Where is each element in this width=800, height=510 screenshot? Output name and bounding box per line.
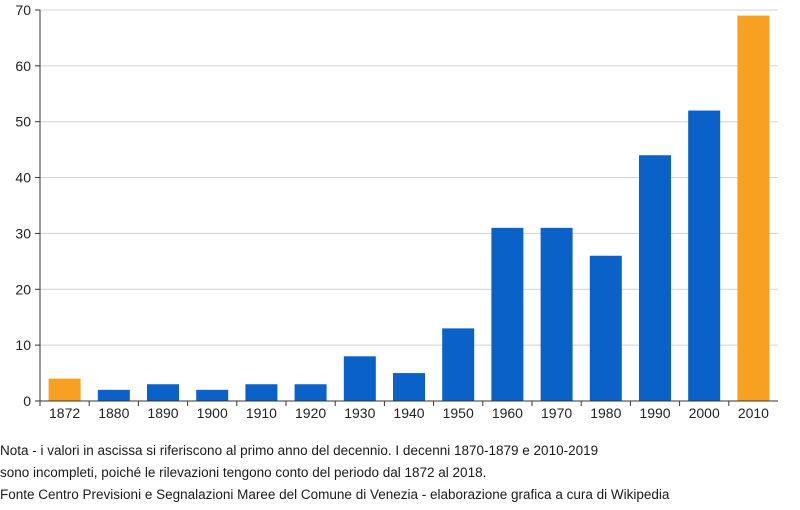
y-tick-label: 50: [15, 114, 31, 130]
y-tick-label: 70: [15, 2, 31, 18]
bar-1990: [639, 155, 671, 401]
x-tick-label: 1872: [49, 405, 80, 421]
bar-chart: 0 10 20 30 40 50 60 70 1872 1880 1890 1900 1910 1920…: [15, 2, 778, 421]
bar-1980: [589, 255, 622, 401]
axes: [35, 9, 778, 406]
x-tick-label: 1900: [197, 405, 228, 421]
source-line: Fonte Centro Previsioni e Segnalazioni M…: [0, 487, 670, 502]
y-tick-label: 0: [23, 393, 31, 409]
y-tick-label: 60: [15, 58, 31, 74]
bar-1950: [442, 328, 475, 401]
x-tick-label: 1980: [590, 405, 621, 421]
y-tick-label: 10: [15, 337, 31, 353]
x-tick-label: 1940: [393, 405, 424, 421]
chart-notes: Nota - i valori in ascissa si riferiscon…: [0, 440, 800, 506]
bar-1960: [491, 227, 524, 401]
bar-1890: [147, 384, 179, 401]
x-tick-label: 1920: [295, 405, 326, 421]
x-tick-label: 1890: [147, 405, 178, 421]
bar-1920: [294, 384, 327, 401]
y-tick-label: 30: [15, 225, 31, 241]
y-tick-label: 20: [15, 281, 31, 297]
x-tick-label: 1960: [492, 405, 523, 421]
x-tick-label: 1930: [344, 405, 375, 421]
x-tick-label: 1990: [639, 405, 670, 421]
bar-1900: [196, 389, 229, 401]
bar-1880: [97, 389, 130, 401]
bar-2010: [737, 15, 770, 401]
bar-2000: [688, 110, 721, 402]
gridlines: [40, 9, 778, 346]
bar-1940: [393, 373, 425, 401]
x-tick-label: 2010: [738, 405, 769, 421]
note-line-2: sono incompleti, poiché le rilevazioni t…: [0, 465, 487, 480]
bar-1910: [245, 384, 278, 401]
x-tick-label: 1970: [541, 405, 572, 421]
note-line-1: Nota - i valori in ascissa si riferiscon…: [0, 443, 599, 458]
x-tick-labels: 1872 1880 1890 1900 1910 1920 1930 1940 1950 1960…: [49, 405, 769, 421]
x-tick-label: 2000: [689, 405, 720, 421]
x-tick-label: 1880: [98, 405, 129, 421]
bar-1872: [48, 378, 81, 401]
bar-1970: [540, 227, 573, 401]
bars: [48, 15, 770, 402]
bar-1930: [343, 356, 376, 401]
y-tick-label: 40: [15, 170, 31, 186]
x-tick-label: 1910: [246, 405, 277, 421]
x-tick-label: 1950: [443, 405, 474, 421]
y-tick-labels: 0 10 20 30 40 50 60 70: [15, 2, 31, 409]
